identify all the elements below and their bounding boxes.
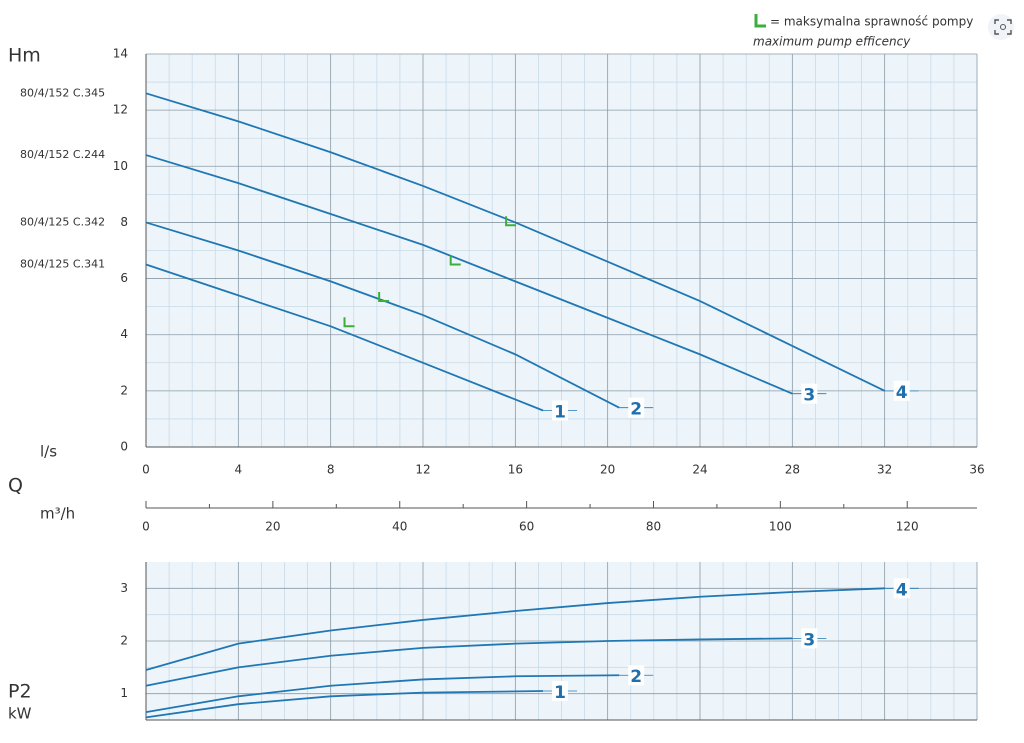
x2-tick-label: 40: [392, 520, 407, 534]
curve: [145, 92, 886, 392]
y-tick-label: 3: [120, 581, 128, 595]
quantity-label: Q: [8, 475, 23, 497]
curve: [145, 637, 793, 687]
x2-tick-label: 80: [646, 520, 661, 534]
y-unit-label: kW: [8, 705, 32, 723]
label-bg: [893, 578, 910, 599]
label-bg: [552, 400, 569, 421]
y-tick-label: 2: [120, 383, 128, 397]
curve-label: 1: [554, 403, 566, 423]
y-tick-label: 12: [113, 103, 128, 117]
x-tick-label: 16: [508, 463, 523, 477]
x-tick-label: 32: [877, 463, 892, 477]
x2-tick-label: 100: [769, 520, 792, 534]
x2-axis-label: m³/h: [40, 505, 75, 523]
label-bg: [628, 397, 645, 418]
curve-label: 1: [554, 683, 566, 703]
legend-subtext: maximum pump efficency: [753, 35, 911, 49]
y-tick-label: 1: [120, 686, 128, 700]
model-label: 80/4/125 C.342: [20, 215, 105, 228]
y-tick-label: 8: [120, 215, 128, 229]
efficiency-marker: [449, 255, 461, 266]
curve-label: 3: [803, 630, 815, 650]
efficiency-marker: [343, 317, 355, 328]
x-tick-label: 4: [235, 463, 243, 477]
y-tick-label: 10: [113, 159, 128, 173]
x-tick-label: 8: [327, 463, 335, 477]
efficiency-marker: [378, 292, 390, 303]
x-axis-label: l/s: [40, 443, 57, 461]
x2-tick-label: 60: [519, 520, 534, 534]
y-axis-label: Hm: [8, 45, 41, 67]
x-tick-label: 0: [142, 463, 150, 477]
x2-tick-label: 20: [265, 520, 280, 534]
legend-text: = maksymalna sprawność pompy: [770, 15, 973, 29]
curve-label: 2: [630, 667, 642, 687]
curve: [145, 221, 620, 409]
label-bg: [801, 628, 818, 649]
x-tick-label: 36: [969, 463, 984, 477]
x-tick-label: 12: [415, 463, 430, 477]
x2-tick-label: 120: [896, 520, 919, 534]
y-axis-label: P2: [8, 681, 32, 703]
model-label: 80/4/152 C.244: [20, 148, 105, 161]
curve: [145, 154, 793, 395]
label-bg: [552, 681, 569, 702]
curve-label: 2: [630, 400, 642, 420]
curve-label: 3: [803, 386, 815, 406]
curve: [145, 587, 885, 671]
curve: [145, 674, 620, 713]
curve-label: 4: [896, 383, 908, 403]
x2-tick-label: 0: [142, 520, 150, 534]
label-bg: [801, 383, 818, 404]
model-label: 80/4/152 C.345: [20, 86, 105, 99]
y-tick-label: 4: [120, 327, 128, 341]
x-tick-label: 28: [785, 463, 800, 477]
model-label: 80/4/125 C.341: [20, 258, 105, 271]
legend-marker: [754, 14, 766, 28]
efficiency-marker: [505, 216, 517, 227]
label-bg: [893, 380, 910, 401]
y-tick-label: 0: [120, 440, 128, 454]
curve: [145, 263, 544, 412]
curve: [145, 690, 544, 719]
x-tick-label: 20: [600, 463, 615, 477]
y-tick-label: 2: [120, 634, 128, 648]
y-tick-label: 14: [113, 47, 128, 61]
y-tick-label: 6: [120, 271, 128, 285]
label-bg: [628, 665, 645, 686]
curve-label: 4: [896, 580, 908, 600]
x-tick-label: 24: [692, 463, 707, 477]
scan-icon[interactable]: [988, 14, 1014, 40]
